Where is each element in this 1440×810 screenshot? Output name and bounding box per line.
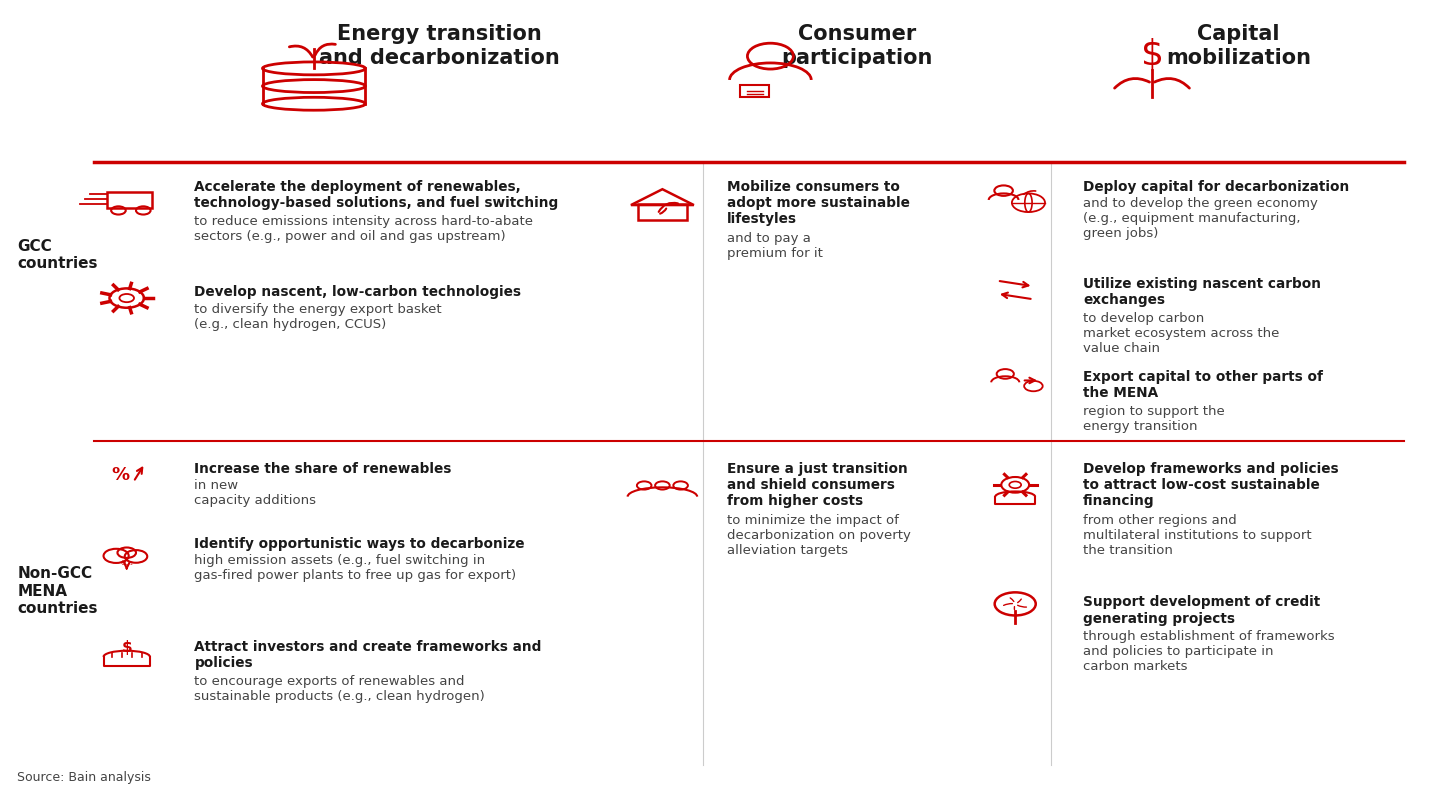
Text: Attract investors and create frameworks and
policies: Attract investors and create frameworks …: [194, 640, 541, 670]
FancyArrowPatch shape: [315, 44, 336, 55]
Text: to develop carbon
market ecosystem across the
value chain: to develop carbon market ecosystem acros…: [1083, 312, 1279, 355]
Text: Capital
mobilization: Capital mobilization: [1166, 24, 1310, 67]
Text: Accelerate the deployment of renewables,
technology-based solutions, and fuel sw: Accelerate the deployment of renewables,…: [194, 180, 559, 210]
FancyArrowPatch shape: [1011, 598, 1014, 602]
Text: from other regions and
multilateral institutions to support
the transition: from other regions and multilateral inst…: [1083, 514, 1312, 557]
FancyArrowPatch shape: [1155, 79, 1189, 88]
Text: Increase the share of renewables: Increase the share of renewables: [194, 462, 452, 475]
Text: high emission assets (e.g., fuel switching in
gas-fired power plants to free up : high emission assets (e.g., fuel switchi…: [194, 554, 517, 582]
FancyArrowPatch shape: [658, 202, 678, 212]
Text: in new
capacity additions: in new capacity additions: [194, 480, 317, 507]
FancyArrowPatch shape: [289, 46, 312, 57]
Text: Support development of credit
generating projects: Support development of credit generating…: [1083, 595, 1320, 625]
Text: and to pay a
premium for it: and to pay a premium for it: [727, 232, 824, 260]
Text: Non-GCC
MENA
countries: Non-GCC MENA countries: [17, 566, 98, 616]
Text: $: $: [1140, 37, 1164, 71]
Text: Export capital to other parts of
the MENA: Export capital to other parts of the MEN…: [1083, 370, 1323, 400]
Text: Deploy capital for decarbonization: Deploy capital for decarbonization: [1083, 180, 1349, 194]
FancyArrowPatch shape: [660, 208, 667, 214]
FancyArrowPatch shape: [1018, 599, 1021, 603]
Text: GCC
countries: GCC countries: [17, 239, 98, 271]
Text: Mobilize consumers to
adopt more sustainable
lifestyles: Mobilize consumers to adopt more sustain…: [727, 180, 910, 226]
Text: Develop frameworks and policies
to attract low-cost sustainable
financing: Develop frameworks and policies to attra…: [1083, 462, 1339, 508]
Text: Develop nascent, low-carbon technologies: Develop nascent, low-carbon technologies: [194, 285, 521, 299]
Text: region to support the
energy transition: region to support the energy transition: [1083, 405, 1224, 433]
Text: Identify opportunistic ways to decarbonize: Identify opportunistic ways to decarboni…: [194, 537, 526, 551]
Text: %: %: [111, 466, 130, 484]
FancyArrowPatch shape: [1024, 191, 1035, 194]
Text: to minimize the impact of
decarbonization on poverty
alleviation targets: to minimize the impact of decarbonizatio…: [727, 514, 912, 557]
Text: Source: Bain analysis: Source: Bain analysis: [17, 771, 151, 784]
Text: Utilize existing nascent carbon
exchanges: Utilize existing nascent carbon exchange…: [1083, 277, 1320, 307]
Text: through establishment of frameworks
and policies to participate in
carbon market: through establishment of frameworks and …: [1083, 630, 1335, 673]
FancyArrowPatch shape: [1004, 603, 1012, 605]
Text: CO₂: CO₂: [120, 560, 134, 565]
Text: and to develop the green economy
(e.g., equipment manufacturing,
green jobs): and to develop the green economy (e.g., …: [1083, 197, 1318, 241]
FancyArrowPatch shape: [1018, 605, 1027, 608]
Text: Ensure a just transition
and shield consumers
from higher costs: Ensure a just transition and shield cons…: [727, 462, 909, 508]
Text: $: $: [121, 640, 132, 655]
FancyArrowPatch shape: [1115, 79, 1149, 88]
Text: to reduce emissions intensity across hard-to-abate
sectors (e.g., power and oil : to reduce emissions intensity across har…: [194, 215, 533, 243]
Text: Consumer
participation: Consumer participation: [780, 24, 933, 67]
Text: Energy transition
and decarbonization: Energy transition and decarbonization: [318, 24, 560, 67]
Text: to encourage exports of renewables and
sustainable products (e.g., clean hydroge: to encourage exports of renewables and s…: [194, 675, 485, 703]
Text: to diversify the energy export basket
(e.g., clean hydrogen, CCUS): to diversify the energy export basket (e…: [194, 302, 442, 330]
